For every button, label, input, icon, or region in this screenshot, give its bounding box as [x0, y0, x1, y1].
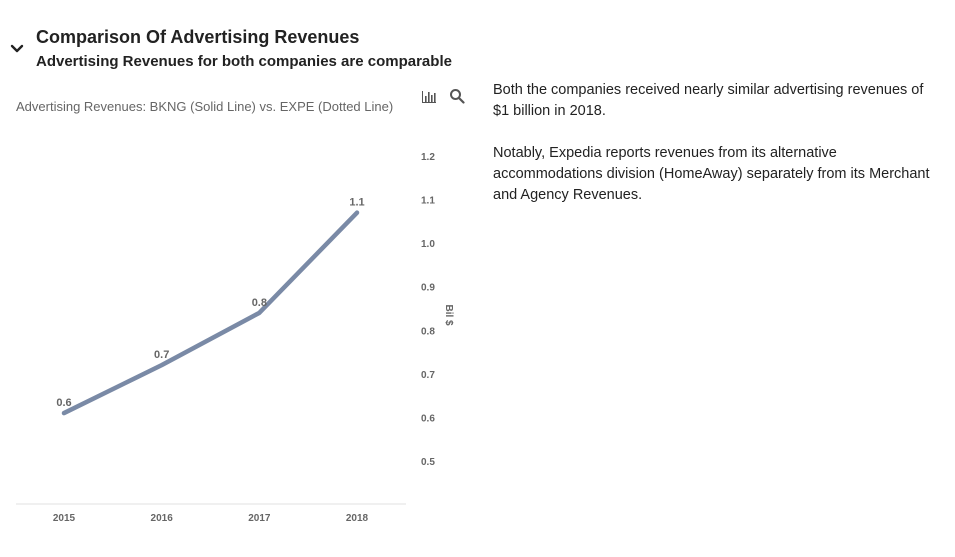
y-tick-label: 1.0 [421, 239, 435, 250]
y-tick-label: 0.6 [421, 413, 435, 424]
y-tick-label: 1.1 [421, 196, 435, 207]
x-tick-label: 2016 [151, 513, 174, 524]
data-label: 0.7 [154, 349, 169, 361]
data-label: 0.6 [56, 397, 71, 409]
y-tick-label: 0.5 [421, 457, 435, 468]
description-paragraph: Both the companies received nearly simil… [493, 82, 924, 119]
bar-chart-icon[interactable] [421, 88, 437, 104]
page-subtitle: Advertising Revenues for both companies … [36, 53, 452, 70]
y-axis-title: Bil $ [443, 304, 454, 326]
description-panel: Both the companies received nearly simil… [493, 80, 933, 227]
y-tick-label: 0.7 [421, 370, 435, 381]
x-tick-label: 2015 [53, 513, 76, 524]
description-paragraph: Notably, Expedia reports revenues from i… [493, 145, 930, 203]
x-tick-label: 2017 [248, 513, 271, 524]
y-tick-label: 0.8 [421, 326, 435, 337]
data-label: 0.8 [252, 297, 267, 309]
data-label: 1.1 [349, 197, 364, 209]
chevron-down-icon[interactable] [8, 40, 26, 58]
page-title: Comparison Of Advertising Revenues [36, 27, 360, 47]
x-tick-label: 2018 [346, 513, 369, 524]
line-chart: 1.2 1.1 1.0 0.9 0.8 0.7 0.6 0.5 Bil $ 2015 2016 2… [16, 152, 454, 524]
search-icon[interactable] [449, 88, 465, 104]
y-tick-label: 0.9 [421, 283, 435, 294]
y-tick-label: 1.2 [421, 152, 435, 163]
series-line [61, 210, 360, 416]
chart-title: Advertising Revenues: BKNG (Solid Line) … [16, 99, 394, 114]
